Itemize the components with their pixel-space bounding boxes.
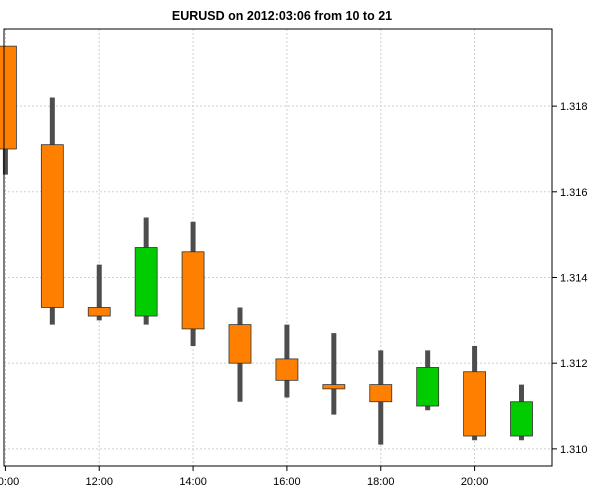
candle-body (322, 384, 346, 390)
candle-body (87, 307, 111, 317)
candle-body (134, 247, 158, 317)
candle-body (416, 367, 440, 407)
x-tick-label: 10:00 (0, 476, 19, 488)
plot-frame (3, 28, 553, 467)
x-tick-label: 14:00 (179, 476, 207, 488)
candle-16:00 (275, 324, 299, 398)
candle-18:00 (369, 350, 393, 445)
candle-11:00 (40, 97, 64, 325)
candle-body (275, 358, 299, 381)
candle-14:00 (181, 221, 205, 347)
candles (0, 45, 533, 445)
y-tick-label: 1.318 (560, 101, 588, 113)
candle-21:00 (510, 384, 533, 441)
candle-body (0, 45, 17, 150)
candle-15:00 (228, 307, 252, 402)
candle-body (228, 324, 252, 364)
candle-10:00 (0, 45, 17, 175)
candle-body (369, 384, 393, 403)
x-tick-label: 12:00 (85, 476, 113, 488)
candle-body (181, 251, 205, 330)
chart-title: EURUSD on 2012:03:06 from 10 to 21 (172, 9, 392, 23)
y-tick-label: 1.312 (560, 358, 588, 370)
x-tick-label: 20:00 (461, 476, 489, 488)
x-tick-label: 18:00 (367, 476, 395, 488)
candle-body (510, 401, 533, 437)
candle-body (40, 144, 64, 308)
y-tick-label: 1.314 (560, 272, 588, 284)
candle-17:00 (322, 333, 346, 415)
candle-19:00 (416, 350, 440, 411)
candle-20:00 (463, 346, 486, 441)
x-tick-label: 16:00 (273, 476, 301, 488)
axes: 10:00 12:00 14:00 16:00 18:00 20:00 1.310 1.312… (0, 101, 588, 488)
candle-body (463, 371, 486, 437)
y-tick-label: 1.316 (560, 187, 588, 199)
candle-13:00 (134, 217, 158, 325)
y-tick-label: 1.310 (560, 444, 588, 456)
candle-12:00 (87, 264, 111, 321)
